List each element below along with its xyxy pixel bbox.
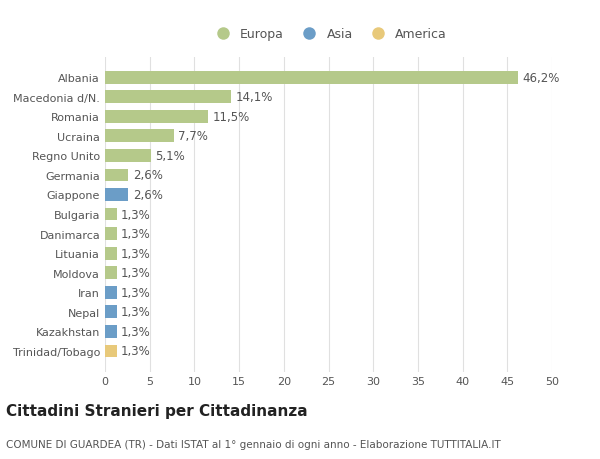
Bar <box>105 267 116 280</box>
Bar <box>105 345 116 358</box>
Text: 14,1%: 14,1% <box>236 91 273 104</box>
Text: 1,3%: 1,3% <box>121 325 151 338</box>
Bar <box>105 169 128 182</box>
Bar <box>105 228 116 241</box>
Text: 5,1%: 5,1% <box>155 150 185 162</box>
Text: 46,2%: 46,2% <box>523 72 560 84</box>
Text: 1,3%: 1,3% <box>121 345 151 358</box>
Bar <box>105 150 151 162</box>
Legend: Europa, Asia, America: Europa, Asia, America <box>208 26 449 44</box>
Text: Cittadini Stranieri per Cittadinanza: Cittadini Stranieri per Cittadinanza <box>6 403 308 419</box>
Text: 1,3%: 1,3% <box>121 228 151 241</box>
Text: 2,6%: 2,6% <box>133 189 163 202</box>
Bar <box>105 208 116 221</box>
Text: 2,6%: 2,6% <box>133 169 163 182</box>
Text: 1,3%: 1,3% <box>121 286 151 299</box>
Bar <box>105 130 174 143</box>
Text: 1,3%: 1,3% <box>121 247 151 260</box>
Text: 1,3%: 1,3% <box>121 208 151 221</box>
Bar <box>105 72 518 84</box>
Bar <box>105 286 116 299</box>
Text: 1,3%: 1,3% <box>121 267 151 280</box>
Bar <box>105 189 128 202</box>
Bar <box>105 325 116 338</box>
Bar <box>105 91 231 104</box>
Bar <box>105 111 208 123</box>
Bar <box>105 247 116 260</box>
Text: 1,3%: 1,3% <box>121 306 151 319</box>
Text: 7,7%: 7,7% <box>178 130 208 143</box>
Text: 11,5%: 11,5% <box>212 111 250 123</box>
Text: COMUNE DI GUARDEA (TR) - Dati ISTAT al 1° gennaio di ogni anno - Elaborazione TU: COMUNE DI GUARDEA (TR) - Dati ISTAT al 1… <box>6 440 501 449</box>
Bar <box>105 306 116 319</box>
